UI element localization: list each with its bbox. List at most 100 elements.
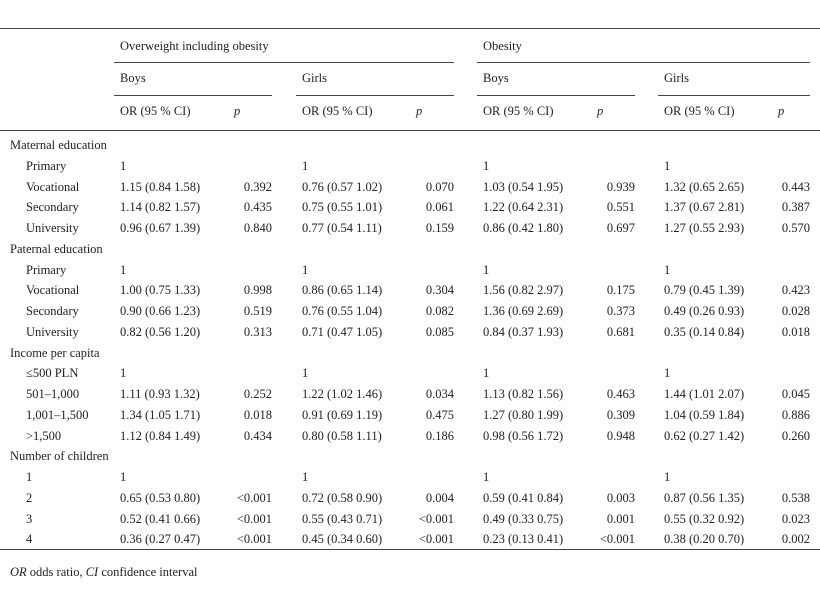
or-value: 0.84 (0.37 1.93) [483,324,564,339]
sex-header-2: Girls [302,71,327,85]
group-rule-2 [477,62,810,63]
p-value: 0.186 [425,428,454,443]
header-bottom-rule [0,130,820,131]
or-value: 0.38 (0.20 0.70) [664,532,745,547]
or-header-4: OR (95 % CI) [664,104,735,118]
p-value: 0.023 [781,511,810,526]
row-label: 2 [26,490,33,505]
or-value: 0.71 (0.47 1.05) [302,324,383,339]
p-value: 0.309 [606,407,635,422]
or-value: 1.32 (0.65 2.65) [664,179,745,194]
p-value: 0.435 [243,200,272,215]
p-value: 0.434 [243,428,272,443]
or-value: 1 [483,158,490,173]
or-value: 1.44 (1.01 2.07) [664,387,745,401]
or-value: 0.45 (0.34 0.60) [302,532,383,547]
or-value: 1 [664,470,671,484]
or-value: 1 [120,366,127,381]
group-header-obesity: Obesity [483,39,522,53]
row-label: Primary [26,262,67,277]
p-value: <0.001 [236,511,272,526]
sex-rule-4 [658,95,810,96]
p-value: 0.886 [781,407,810,422]
or-value: 1 [664,366,671,381]
footnote-ci-text: confidence interval [98,565,198,579]
or-value: 0.65 (0.53 0.80) [120,490,201,505]
or-value: 1.22 (0.64 2.31) [483,200,564,215]
or-value: 0.79 (0.45 1.39) [664,283,745,298]
p-value: 0.392 [243,179,272,194]
p-value: 0.003 [606,490,635,505]
p-value: <0.001 [599,532,635,547]
row-label: Primary [26,158,67,173]
or-value: 1.14 (0.82 1.57) [120,200,201,215]
footnote: OR odds ratio, CI confidence interval [10,565,197,579]
p-value: 0.519 [243,304,272,318]
or-value: 0.49 (0.33 0.75) [483,511,564,526]
or-value: 0.75 (0.55 1.01) [302,200,383,215]
p-value: 0.159 [425,221,454,235]
section-label: Income per capita [10,345,100,360]
p-value: <0.001 [236,490,272,505]
or-value: 0.80 (0.58 1.11) [302,428,382,443]
p-value: 0.313 [243,324,272,339]
p-value: 0.018 [243,407,272,422]
sex-header-3: Boys [483,71,509,85]
p-value: 0.697 [606,221,635,235]
or-value: 1 [302,470,309,484]
p-value: 0.939 [606,179,635,194]
p-value: 0.002 [781,532,810,547]
p-value: 0.551 [606,200,635,215]
group-header-overweight: Overweight including obesity [120,39,269,53]
p-value: 0.948 [606,428,635,443]
p-value: 0.681 [606,324,635,339]
or-value: 0.91 (0.69 1.19) [302,407,383,422]
or-value: 1 [483,366,490,381]
sex-header-1: Boys [120,71,146,85]
or-value: 1 [120,262,127,277]
or-value: 1 [302,366,309,381]
p-value: <0.001 [418,532,454,547]
row-label: ≤500 PLN [26,366,79,381]
p-value: 0.443 [781,179,810,194]
or-header-2: OR (95 % CI) [302,104,373,118]
or-value: 1 [664,262,671,277]
footnote-ci-abbr: CI [85,565,99,579]
row-label: 1 [26,470,33,484]
top-rule [0,28,820,29]
or-value: 1.11 (0.93 1.32) [120,387,200,401]
or-value: 1.12 (0.84 1.49) [120,428,201,443]
or-value: 1.15 (0.84 1.58) [120,179,201,194]
section-label: Maternal education [10,138,107,152]
p-value: 0.463 [606,387,635,401]
or-value: 1 [302,262,309,277]
row-label: 501–1,000 [26,387,80,401]
p-header-2: p [416,104,423,118]
or-value: 1.27 (0.80 1.99) [483,407,564,422]
row-label: 1,001–1,500 [26,407,89,422]
p-value: 0.004 [425,490,454,505]
p-value: 0.538 [781,490,810,505]
p-value: 0.423 [781,283,810,298]
p-value: 0.570 [781,221,810,235]
or-value: 0.76 (0.57 1.02) [302,179,383,194]
or-value: 1 [664,158,671,173]
p-value: 0.045 [781,387,810,401]
or-header-3: OR (95 % CI) [483,104,554,118]
p-value: 0.082 [425,304,454,318]
or-value: 1.37 (0.67 2.81) [664,200,745,215]
p-value: 0.061 [425,200,454,215]
or-header-1: OR (95 % CI) [120,104,191,118]
or-value: 1.56 (0.82 2.97) [483,283,564,298]
p-value: 0.175 [606,283,635,298]
p-value: 0.018 [781,324,810,339]
or-value: 1.22 (1.02 1.46) [302,387,383,401]
p-value: 0.085 [425,324,454,339]
p-value: 0.260 [781,428,810,443]
sex-header-4: Girls [664,71,689,85]
or-value: 0.98 (0.56 1.72) [483,428,564,443]
or-value: 1 [483,470,490,484]
row-label: >1,500 [26,428,62,443]
or-value: 0.35 (0.14 0.84) [664,324,745,339]
or-value: 1.34 (1.05 1.71) [120,407,201,422]
